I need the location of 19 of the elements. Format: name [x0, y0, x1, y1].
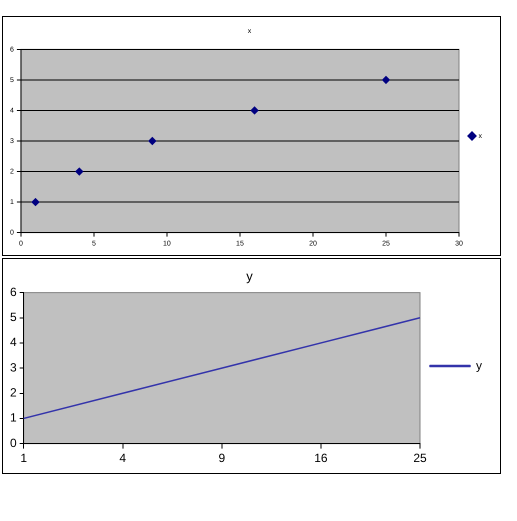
- y-tick-label: 4: [10, 335, 17, 350]
- point: [250, 106, 259, 114]
- point: [75, 168, 84, 176]
- x-tick-label: 16: [314, 451, 328, 466]
- chart-title: y: [246, 268, 254, 284]
- y-tick-label: 0: [10, 436, 17, 450]
- x-tick-label: 9: [218, 451, 226, 466]
- point: [382, 76, 390, 84]
- legend-label: y: [476, 358, 482, 372]
- x-tick-label: 1: [20, 451, 28, 466]
- y-tick-label: 2: [10, 386, 17, 400]
- y-tick-label: 5: [10, 310, 17, 324]
- x-tick-label: 25: [413, 451, 427, 466]
- y-tick-label: 6: [10, 284, 17, 299]
- x-tick-label: 4: [119, 451, 126, 466]
- point: [31, 198, 40, 206]
- y-tick-label: 1: [10, 410, 17, 425]
- y-tick-label: 3: [10, 360, 17, 374]
- point: [148, 137, 156, 145]
